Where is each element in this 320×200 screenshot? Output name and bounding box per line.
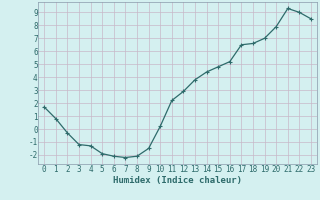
X-axis label: Humidex (Indice chaleur): Humidex (Indice chaleur) — [113, 176, 242, 185]
